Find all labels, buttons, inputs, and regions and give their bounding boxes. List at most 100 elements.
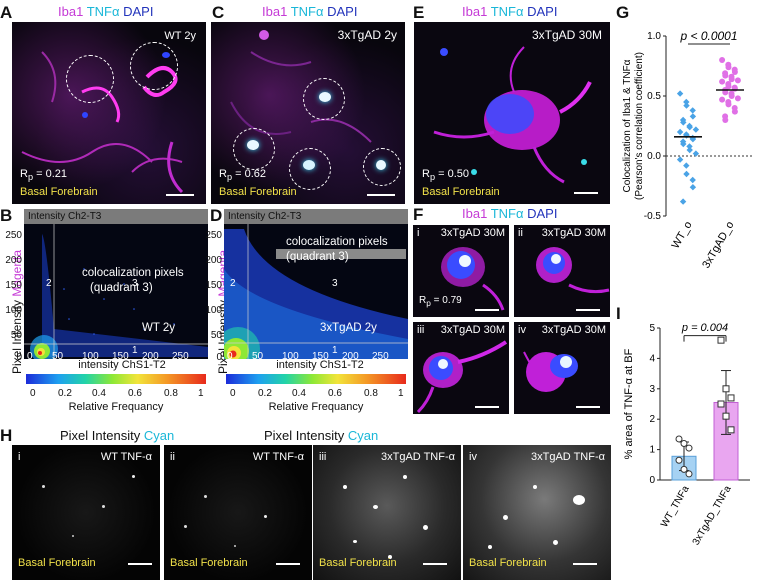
data-point [717,336,725,344]
panel-letter-i: I [616,304,621,323]
data-point [676,128,684,136]
roi-circle [289,148,331,190]
tile-number: ii [170,451,175,463]
colorbar-ticks: 0 0.2 0.4 0.6 0.8 1 [30,388,204,399]
data-point [722,89,729,96]
data-point [676,156,684,163]
roi-circle [233,128,275,170]
tile-label: 3xTgAD 30M [541,227,606,239]
scale-bar [576,309,600,311]
data-point [686,143,693,150]
panel-letter-g: G [616,3,630,22]
data-point [725,64,732,71]
cell-image [416,340,508,414]
data-point [719,57,726,63]
roi-circle [130,42,178,90]
panel-letter-b: B [0,206,13,225]
dapi-label: DAPI [527,4,558,19]
region-label: Basal Forebrain [18,557,96,569]
micrograph-h-ii: ii WT TNF-α Basal Forebrain [164,445,312,580]
colorbar-label: Relative Frequancy [268,401,364,413]
y-axis-label: % area of TNF-α at BF [623,348,635,459]
scatterplot-d: Intensity Ch2-T3 2 3 1 colocalization pi… [224,209,408,359]
x-tick-label: WT_o [670,220,695,251]
panel-a-header: Iba1 TNFα DAPI [58,4,153,19]
tnf-label: TNFα [86,4,120,19]
iba1-label: Iba1 [462,4,488,19]
tile-label: WT TNF-α [100,451,152,463]
dapi-label: DAPI [527,206,558,221]
tile-number: i [18,451,21,463]
region-label: Basal Forebrain [469,557,547,569]
y-tick-label: 5 [649,323,655,334]
region-label: Basal Forebrain [422,186,500,198]
tile-number: iv [469,451,477,463]
panel-e-header: Iba1 TNFα DAPI [462,4,557,19]
scale-bar [574,192,598,194]
data-point [722,412,730,420]
panel-letter-a: A [0,3,13,22]
tile-number: iv [518,324,526,336]
cell-image [536,247,610,294]
tile-label: 3xTgAD TNF-α [531,451,605,463]
panel-h-header-left: Pixel Intensity Cyan [60,428,175,443]
scale-bar [128,563,152,565]
scale-bar [573,563,597,565]
data-point [722,117,729,123]
p-value: p = 0.004 [681,322,728,334]
tile-number: iii [319,451,327,463]
scatter-x-ticks: 0 50 100 150 200 250 [27,351,189,362]
panel-h-header-right: Pixel Intensity Cyan [264,428,379,443]
tile-number: iii [417,324,425,336]
scale-bar [475,309,499,311]
quadrant-label: 2 [46,278,52,289]
tile-label: 3xTgAD 30M [440,227,505,239]
y-tick-label: 1.0 [647,31,661,42]
iba1-label: Iba1 [58,4,84,19]
correlation-value: Rp = 0.50 [422,168,469,183]
data-point [676,90,684,97]
data-point [728,93,735,99]
tile-number: ii [518,227,523,239]
roi-circle [363,148,401,186]
scatter-y-ticks: 250 200 150 100 50 0 [205,230,222,363]
scatter-x-ticks: 0 50 100 150 200 250 [227,351,389,362]
region-label: Basal Forebrain [170,557,248,569]
micrograph-f-i: i 3xTgAD 30M Rp = 0.79 [413,225,509,317]
data-point [717,400,725,408]
quadrant-label: 1 [332,345,338,356]
condition-label: 3xTgAD 30M [531,28,602,42]
data-point [689,184,697,191]
tile-label: WT TNF-α [252,451,304,463]
data-point [731,69,738,75]
quadrant-label: 3 [132,278,138,289]
data-point [719,78,726,85]
roi-circle [303,78,345,120]
micrograph-h-iii: iii 3xTgAD TNF-α Basal Forebrain [313,445,461,580]
tnf-label: TNFα [490,206,524,221]
pixel-density [24,224,208,359]
tile-label: 3xTgAD 30M [541,324,606,336]
cell-image [441,247,505,311]
micrograph-f-iii: iii 3xTgAD 30M [413,322,509,414]
data-point [675,456,683,464]
condition-label: 3xTgAD 2y [337,28,397,42]
colorbar-label: Relative Frequancy [68,401,164,413]
tnf-label: TNFα [290,4,324,19]
scatter-title: Intensity Ch2-T3 [224,209,408,224]
panel-letter-e: E [413,3,425,22]
chart-i: 5 4 3 2 1 0 % area of TNF-α at BF WT_TNFa 3xTgAD… [623,322,750,547]
data-point [686,146,693,154]
quadrant-note: (quadrant 3) [90,282,153,294]
scatter-x-label: intensity ChS1-T2 [276,359,364,371]
data-point [675,435,683,443]
tile-label: 3xTgAD 30M [440,324,505,336]
x-tick-label: WT_TNFa [659,484,692,530]
region-label: Basal Forebrain [319,557,397,569]
data-point [685,444,693,452]
data-point [725,101,732,108]
colocalization-label: colocalization pixels [82,267,184,279]
scale-bar [166,194,194,196]
colorbar [226,374,406,384]
tile-number: i [417,227,420,239]
